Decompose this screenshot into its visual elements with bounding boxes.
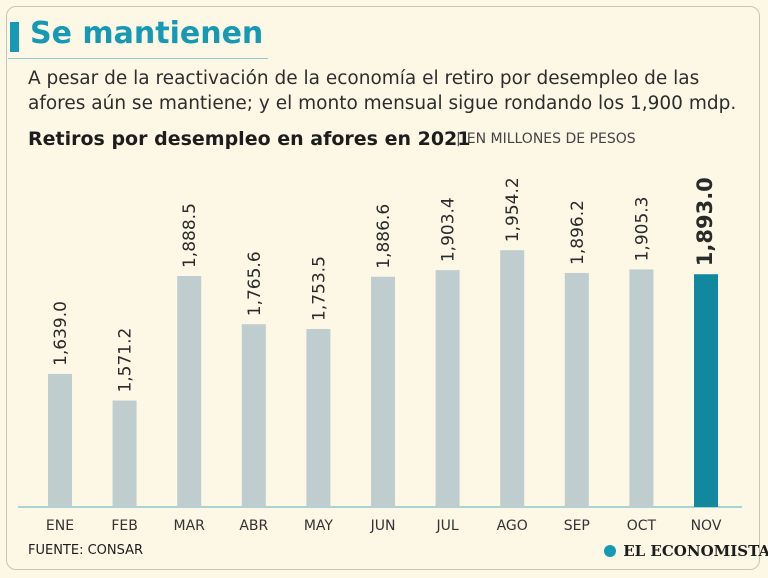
bar-jul	[435, 270, 460, 507]
headline-title: Se mantienen	[30, 16, 264, 51]
x-tick-label-ago: AGO	[497, 518, 528, 534]
data-label-ene: 1,639.0	[51, 301, 71, 366]
bar-ago	[500, 250, 525, 507]
bar-sep	[564, 272, 589, 507]
data-label-abr: 1,765.6	[245, 251, 265, 316]
x-tick-label-abr: ABR	[239, 518, 268, 534]
headline-accent-bar	[10, 22, 19, 52]
bar-nov	[694, 274, 718, 507]
brand-name: EL ECONOMISTA	[623, 542, 768, 560]
x-tick-label-may: MAY	[304, 518, 334, 534]
x-tick-label-jun: JUN	[370, 518, 396, 534]
bar-oct	[629, 269, 654, 507]
chart-unit: | EN MILLONES DE PESOS	[456, 131, 636, 147]
x-tick-label-mar: MAR	[174, 518, 206, 534]
brand-logo-icon	[604, 545, 616, 557]
data-label-jun: 1,886.6	[374, 204, 394, 269]
headline: Se mantienen	[8, 16, 268, 59]
x-tick-label-nov: NOV	[691, 518, 722, 534]
bar-ene	[48, 373, 72, 507]
bar-mar	[177, 275, 202, 507]
bar-jun	[371, 276, 395, 507]
bar-may	[306, 328, 331, 507]
subtitle: A pesar de la reactivación de la economí…	[28, 68, 737, 114]
brand-logo: EL ECONOMISTA	[604, 542, 768, 560]
data-label-oct: 1,905.3	[632, 197, 652, 262]
bar-feb	[112, 400, 137, 507]
data-label-jul: 1,903.4	[439, 197, 459, 262]
unit-separator: |	[456, 131, 461, 147]
bar-abr	[241, 324, 266, 507]
data-label-nov: 1,893.0	[693, 177, 717, 266]
unit-label: EN MILLONES DE PESOS	[466, 131, 636, 147]
data-label-mar: 1,888.5	[180, 203, 200, 268]
x-tick-label-oct: OCT	[627, 518, 657, 534]
data-label-may: 1,753.5	[309, 256, 329, 321]
x-tick-label-feb: FEB	[111, 518, 138, 534]
source-note: FUENTE: CONSAR	[28, 543, 144, 558]
x-tick-label-jul: JUL	[436, 518, 459, 534]
chart-frame	[6, 6, 760, 570]
x-tick-label-ene: ENE	[46, 518, 74, 534]
x-tick-label-sep: SEP	[564, 518, 590, 534]
data-label-sep: 1,896.2	[568, 200, 588, 265]
data-label-ago: 1,954.2	[503, 177, 523, 242]
data-label-feb: 1,571.2	[116, 328, 136, 393]
chart-title: Retiros por desempleo en afores en 2021	[28, 128, 471, 150]
